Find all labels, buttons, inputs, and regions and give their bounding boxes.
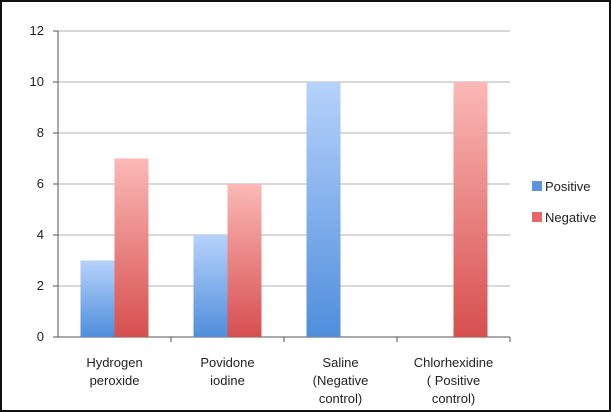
legend-swatch-negative xyxy=(532,212,542,222)
y-tick-label: 2 xyxy=(37,278,44,293)
y-tick-label: 0 xyxy=(37,329,44,344)
bar-negative xyxy=(453,82,488,337)
y-tick-labels: 0 2 4 6 8 10 12 xyxy=(30,23,44,344)
y-tick-label: 10 xyxy=(30,74,44,89)
legend: Positive Negative xyxy=(532,179,596,225)
bars xyxy=(80,82,488,337)
y-tick-label: 12 xyxy=(30,23,44,38)
bar-negative xyxy=(114,158,149,337)
legend-swatch-positive xyxy=(532,181,542,191)
y-tick-label: 4 xyxy=(37,227,44,242)
category-label: Chlorhexidine( Positive control) xyxy=(414,355,494,406)
legend-label-positive: Positive xyxy=(545,179,591,194)
category-labels: Hydrogen peroxide Povidone iodine Saline (Neg… xyxy=(86,355,493,406)
y-tick-label: 6 xyxy=(37,176,44,191)
bar-negative xyxy=(227,184,262,337)
bar-positive xyxy=(306,82,341,337)
legend-label-negative: Negative xyxy=(545,210,596,225)
category-label: Hydrogen peroxide xyxy=(86,355,142,388)
bar-positive xyxy=(193,235,228,337)
y-tick-label: 8 xyxy=(37,125,44,140)
category-label: Povidone iodine xyxy=(200,355,254,388)
bar-positive xyxy=(80,260,115,337)
category-label: Saline (Negative control) xyxy=(313,355,369,406)
